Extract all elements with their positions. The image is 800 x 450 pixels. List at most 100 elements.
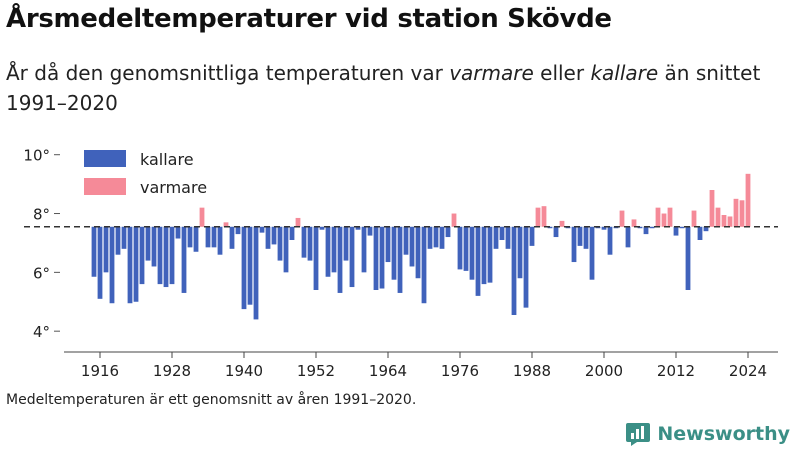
bar-colder	[523, 226, 529, 308]
bar-warmer	[661, 213, 667, 227]
bar-colder	[439, 226, 445, 249]
bar-colder	[115, 226, 121, 255]
bar-colder	[349, 226, 355, 288]
bar-warmer	[691, 210, 697, 227]
bar-colder	[367, 226, 373, 236]
bar-colder	[229, 226, 235, 249]
subtitle-text-middle: eller	[533, 61, 591, 85]
bar-colder	[103, 226, 109, 273]
bar-warmer	[619, 210, 625, 227]
bar-colder	[121, 226, 127, 249]
bar-warmer	[295, 217, 301, 227]
bar-colder	[625, 226, 631, 248]
bar-colder	[583, 226, 589, 249]
bar-colder	[145, 226, 151, 261]
bar-colder	[511, 226, 517, 315]
bar-colder	[397, 226, 403, 293]
bar-colder	[313, 226, 319, 290]
bar-colder	[577, 226, 583, 246]
bar-colder	[607, 226, 613, 255]
bar-colder	[133, 226, 139, 302]
bar-colder	[379, 226, 385, 289]
y-axis-tick-label: 10°	[23, 147, 50, 165]
bar-colder	[679, 226, 685, 229]
bar-colder	[475, 226, 481, 296]
bar-colder	[109, 226, 115, 304]
subtitle-text-start: År då den genomsnittliga temperaturen va…	[6, 61, 450, 85]
bar-colder	[97, 226, 103, 299]
bar-colder	[517, 226, 523, 279]
brand-name: Newsworthy	[657, 423, 790, 445]
bar-colder	[673, 226, 679, 236]
bar-colder	[343, 226, 349, 261]
temperature-bar-chart: 4° 6° 8° 10° 1916 1928 1940 1952 1964 1976 1988 200…	[23, 146, 778, 380]
x-axis-tick-label: 1988	[513, 362, 551, 380]
bar-warmer	[199, 207, 205, 227]
bar-warmer	[451, 213, 457, 227]
bar-colder	[163, 226, 169, 288]
bar-colder	[499, 226, 505, 240]
bar-colder	[319, 226, 325, 230]
bar-colder	[493, 226, 499, 249]
x-axis-tick-label: 1976	[441, 362, 479, 380]
chart-title: Årsmedeltemperaturer vid station Skövde	[6, 4, 612, 34]
bar-colder	[427, 226, 433, 249]
x-axis-tick-label: 2024	[729, 362, 767, 380]
x-axis-tick-label: 1964	[369, 362, 407, 380]
bar-colder	[235, 226, 241, 235]
bar-colder	[481, 226, 487, 285]
legend-label-colder: kallare	[140, 150, 194, 169]
bar-colder	[601, 226, 607, 230]
bar-warmer	[715, 207, 721, 227]
bar-colder	[529, 226, 535, 246]
bar-colder	[283, 226, 289, 273]
bar-colder	[241, 226, 247, 310]
bar-colder	[469, 226, 475, 280]
y-axis-tick-label: 6°	[33, 264, 50, 282]
bar-colder	[403, 226, 409, 255]
bar-colder	[253, 226, 259, 320]
x-axis-tick-label: 1928	[153, 362, 191, 380]
bar-colder	[271, 226, 277, 245]
bar-colder	[703, 226, 709, 232]
bar-colder	[421, 226, 427, 304]
bar-warmer	[745, 173, 751, 227]
legend-swatch-colder	[84, 150, 126, 167]
bar-warmer	[733, 198, 739, 227]
chart-footnote: Medeltemperaturen är ett genomsnitt av å…	[6, 392, 417, 408]
bar-colder	[325, 226, 331, 277]
bar-colder	[487, 226, 493, 283]
bar-warmer	[541, 206, 547, 227]
bar-colder	[277, 226, 283, 261]
newsworthy-logo-icon	[626, 423, 651, 446]
bar-colder	[391, 226, 397, 280]
bar-colder	[445, 226, 451, 238]
bar-colder	[457, 226, 463, 270]
bar-colder	[181, 226, 187, 293]
bar-colder	[139, 226, 145, 285]
bar-colder	[193, 226, 199, 252]
bar-colder	[697, 226, 703, 240]
bar-colder	[151, 226, 157, 267]
bar-colder	[301, 226, 307, 258]
x-axis-tick-label: 1952	[297, 362, 335, 380]
bar-warmer	[655, 207, 661, 227]
bar-colder	[415, 226, 421, 279]
bar-warmer	[739, 200, 745, 227]
brand-logo[interactable]: Newsworthy	[625, 421, 790, 447]
bar-colder	[217, 226, 223, 255]
x-axis-tick-label: 1940	[225, 362, 263, 380]
bar-colder	[355, 226, 361, 230]
bar-colder	[265, 226, 271, 249]
y-axis-tick-label: 4°	[33, 323, 50, 341]
bar-warmer	[709, 190, 715, 227]
bar-colder	[169, 226, 175, 285]
bar-colder	[337, 226, 343, 293]
subtitle-colder-word: kallare	[590, 61, 659, 85]
x-axis-tick-label: 2000	[585, 362, 623, 380]
bar-colder	[247, 226, 253, 305]
bar-warmer	[631, 219, 637, 227]
bar-colder	[589, 226, 595, 280]
bar-colder	[175, 226, 181, 239]
bar-colder	[571, 226, 577, 263]
